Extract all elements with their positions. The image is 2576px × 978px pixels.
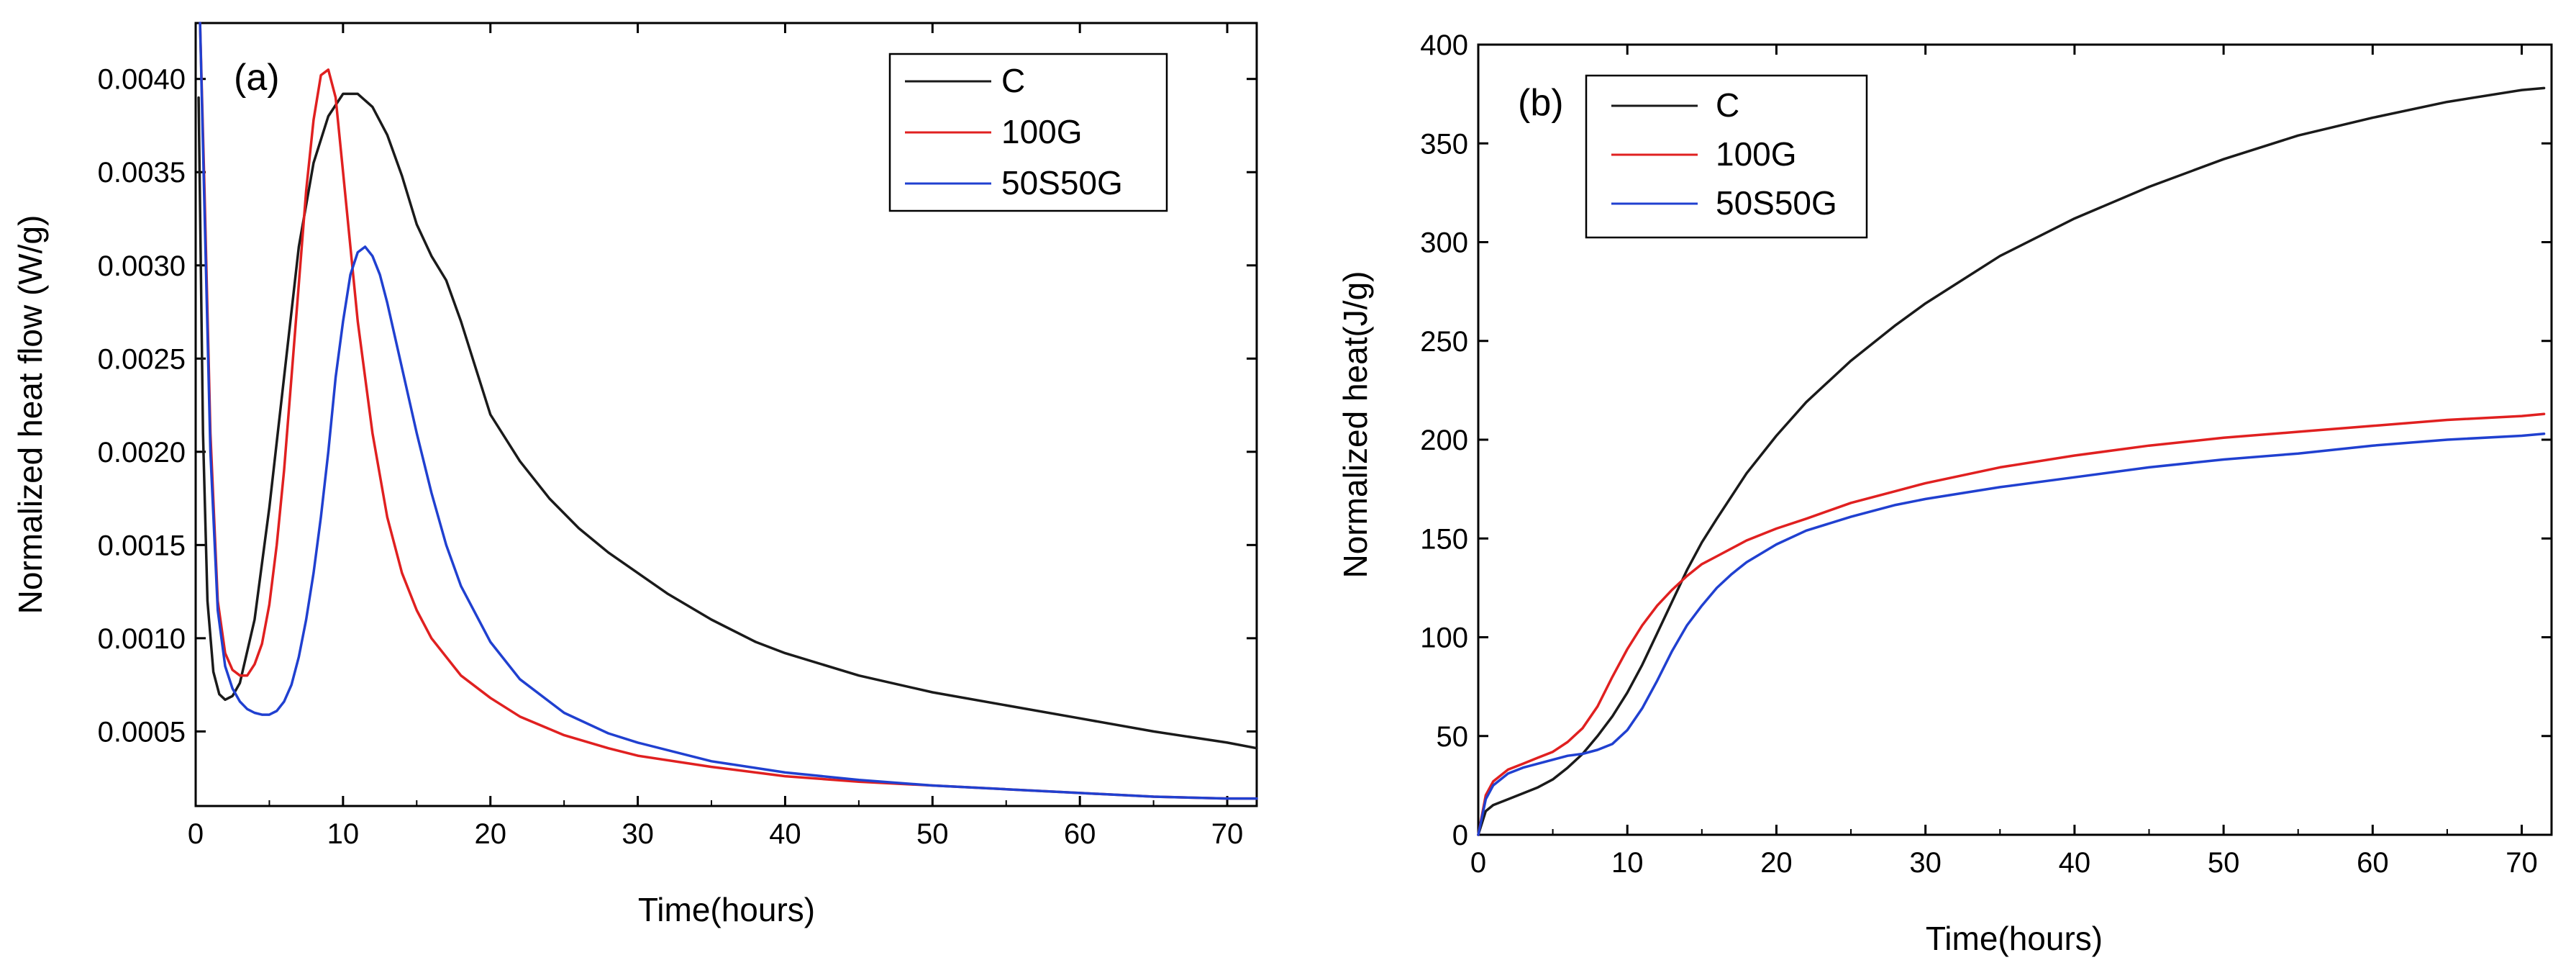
panel-a-ticks: 0 10 20 30 40 50 60 70 0.0005 0.0010 0.0015 0.0020 0… bbox=[98, 23, 1257, 850]
x-tick-label: 30 bbox=[1909, 847, 1942, 879]
x-tick-label: 60 bbox=[1064, 818, 1096, 850]
x-tick-label: 10 bbox=[1611, 847, 1644, 879]
y-tick-label: 0.0030 bbox=[98, 250, 186, 282]
panel-b-cumulative-heat-chart: 0 10 20 30 40 50 60 70050100150200250300350400 … bbox=[1337, 30, 2553, 957]
x-tick-label: 0 bbox=[1470, 847, 1486, 879]
y-tick-label: 0.0025 bbox=[98, 343, 186, 375]
series-line-b-c bbox=[1477, 86, 2546, 836]
y-tick-label: 100 bbox=[1420, 622, 1468, 654]
y-tick-label: 0.0040 bbox=[98, 64, 186, 96]
panel-a-x-axis-title: Time(hours) bbox=[638, 891, 815, 928]
series-line-b-50s50g bbox=[1477, 433, 2546, 836]
x-tick-label: 50 bbox=[2208, 847, 2240, 879]
legend-a-label-50s50g: 50S50G bbox=[1001, 164, 1123, 202]
series-line-a-c bbox=[197, 92, 1258, 750]
panel-a-y-axis-title: Normalized heat flow (W/g) bbox=[12, 215, 49, 615]
y-tick-label: 0.0035 bbox=[98, 157, 186, 189]
panel-a-plot-frame bbox=[194, 22, 1258, 807]
x-tick-label: 70 bbox=[2506, 847, 2538, 879]
x-tick-label: 70 bbox=[1211, 818, 1244, 850]
panel-a-series-lines bbox=[197, 22, 1258, 800]
y-tick-label: 250 bbox=[1420, 326, 1468, 358]
panel-b-ticks: 0 10 20 30 40 50 60 70 0 50 100 150 200 250 300 350 400 bbox=[1420, 30, 2552, 879]
panel-a-heat-flow-chart: 0 10 20 30 40 50 60 70 0.0005 0.0010 0.0015 0.0020 0… bbox=[12, 22, 1258, 928]
x-tick-label: 40 bbox=[2059, 847, 2091, 879]
x-tick-label: 30 bbox=[622, 818, 654, 850]
legend-b-label-50s50g: 50S50G bbox=[1716, 184, 1837, 222]
y-tick-label: 400 bbox=[1420, 30, 1468, 61]
y-tick-label: 0.0005 bbox=[98, 716, 186, 748]
panel-b-label: (b) bbox=[1518, 82, 1564, 124]
panel-b-x-axis-title: Time(hours) bbox=[1926, 920, 2103, 957]
legend-b-label-100g: 100G bbox=[1716, 135, 1797, 173]
y-tick-label: 0.0010 bbox=[98, 623, 186, 655]
panel-b-legend: C 100G 50S50G bbox=[1585, 74, 1868, 239]
x-tick-label: 50 bbox=[916, 818, 949, 850]
y-tick-label: 0.0015 bbox=[98, 530, 186, 561]
y-tick-label: 200 bbox=[1420, 425, 1468, 456]
x-tick-label: 0 bbox=[188, 818, 204, 850]
series-line-a-50s50g bbox=[199, 22, 1258, 800]
series-line-b-100g bbox=[1477, 412, 2546, 836]
panel-b-legend-box bbox=[1585, 74, 1868, 239]
x-tick-label: 20 bbox=[474, 818, 506, 850]
panel-b-series-lines bbox=[1477, 86, 2546, 836]
panel-a-legend: C 100G 50S50G bbox=[888, 53, 1168, 212]
x-tick-label: 10 bbox=[327, 818, 360, 850]
y-tick-label: 150 bbox=[1420, 523, 1468, 555]
y-tick-label: 0 bbox=[1452, 820, 1468, 851]
panel-b-y-axis-title: Normalized heat(J/g) bbox=[1337, 271, 1374, 579]
y-tick-label: 50 bbox=[1437, 721, 1469, 753]
legend-b-label-c: C bbox=[1716, 86, 1739, 124]
y-tick-label: 0.0020 bbox=[98, 437, 186, 468]
y-tick-label: 300 bbox=[1420, 227, 1468, 259]
series-line-a-100g bbox=[199, 22, 1258, 800]
legend-a-label-c: C bbox=[1001, 62, 1025, 99]
x-tick-label: 60 bbox=[2357, 847, 2389, 879]
y-tick-label: 350 bbox=[1420, 128, 1468, 160]
panel-a-label: (a) bbox=[234, 57, 280, 99]
legend-a-label-100g: 100G bbox=[1001, 113, 1083, 150]
x-tick-label: 40 bbox=[769, 818, 801, 850]
x-tick-label: 20 bbox=[1760, 847, 1793, 879]
